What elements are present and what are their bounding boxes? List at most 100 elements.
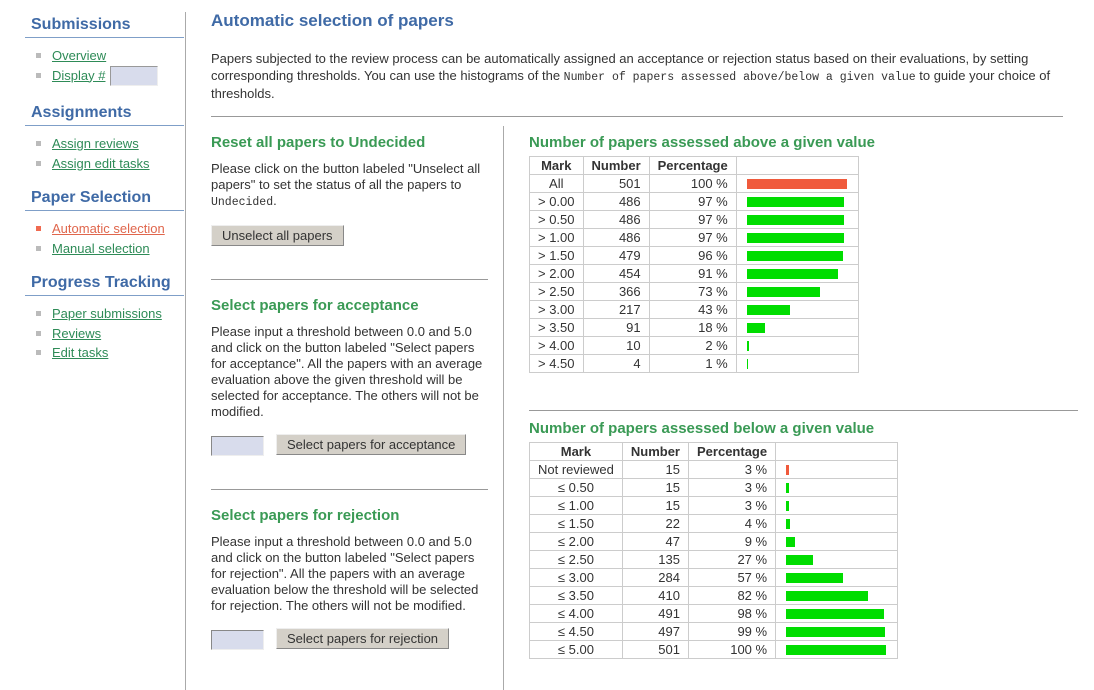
bar xyxy=(746,286,820,297)
button[interactable]: Select papers for acceptance xyxy=(276,434,467,455)
number-input[interactable] xyxy=(110,66,159,87)
percentage-cell: 91 % xyxy=(648,264,737,283)
nav-section: Submissions Overview Display # xyxy=(25,15,184,87)
nav-list: Overview Display # xyxy=(25,46,184,87)
bar-cell xyxy=(735,318,859,337)
nav-link[interactable]: Reviews xyxy=(52,325,102,341)
mark-cell: ≤ 3.50 xyxy=(529,586,623,605)
button[interactable]: Select papers for rejection xyxy=(276,628,450,649)
mark-cell: > 1.00 xyxy=(529,228,584,247)
data-row: > 2.00 454 91 % xyxy=(529,264,859,283)
nav-link[interactable]: Assign edit tasks xyxy=(52,155,150,171)
mark-cell: > 1.50 xyxy=(529,246,584,265)
bar-cell xyxy=(775,586,899,605)
bar xyxy=(786,500,790,511)
mark-cell: > 4.50 xyxy=(529,354,584,373)
data-row: > 0.00 486 97 % xyxy=(529,192,859,211)
mark-cell: ≤ 5.00 xyxy=(529,640,623,659)
nav-item: Reviews xyxy=(25,324,184,344)
nav-item: Assign reviews xyxy=(25,134,184,154)
number-cell: 479 xyxy=(582,246,650,265)
mark-cell: > 0.50 xyxy=(529,210,584,229)
data-row: > 1.50 479 96 % xyxy=(529,246,859,265)
number-cell: 22 xyxy=(621,514,690,533)
bar xyxy=(746,304,790,315)
number-cell: 47 xyxy=(621,532,690,551)
data-row: ≤ 4.00 491 98 % xyxy=(529,604,899,623)
threshold-input[interactable] xyxy=(211,629,264,650)
bar-cell xyxy=(775,568,899,587)
bar-cell xyxy=(775,478,899,497)
bar-cell xyxy=(775,532,899,551)
button[interactable]: Unselect all papers xyxy=(211,225,344,246)
nav-link[interactable]: Automatic selection xyxy=(52,221,165,236)
column-header: Mark xyxy=(529,156,584,175)
nav-list: Paper submissions Reviews Edit tasks xyxy=(25,304,184,363)
number-cell: 486 xyxy=(582,192,650,211)
mark-cell: > 3.50 xyxy=(529,318,584,337)
separator xyxy=(211,279,488,280)
bar-cell xyxy=(735,300,859,319)
number-cell: 217 xyxy=(582,300,650,319)
percentage-cell: 57 % xyxy=(687,568,777,587)
bar-cell xyxy=(775,622,899,641)
bar xyxy=(786,554,814,565)
separator xyxy=(211,489,488,490)
data-row: > 2.50 366 73 % xyxy=(529,282,859,301)
histogram-title: Number of papers assessed below a given … xyxy=(529,420,875,437)
percentage-cell: 97 % xyxy=(648,228,737,247)
nav-link[interactable]: Manual selection xyxy=(52,240,150,256)
number-cell: 15 xyxy=(621,496,690,515)
percentage-cell: 18 % xyxy=(648,318,737,337)
action-section: Reset all papers to Undecided Please clic… xyxy=(211,134,491,246)
bar-cell xyxy=(735,282,859,301)
data-row: > 1.00 486 97 % xyxy=(529,228,859,247)
bar-cell xyxy=(775,514,899,533)
bar xyxy=(786,536,796,547)
bar xyxy=(746,178,847,189)
percentage-cell: 98 % xyxy=(687,604,777,623)
percentage-cell: 73 % xyxy=(648,282,737,301)
mark-cell: ≤ 2.00 xyxy=(529,532,623,551)
button-row: Select papers for acceptance xyxy=(211,434,491,456)
text: to guide your choice of thresholds. xyxy=(211,67,1051,102)
intro-text: Papers subjected to the review process c… xyxy=(211,51,1051,103)
code-text: Number of papers assessed above/below a … xyxy=(563,70,916,84)
data-row: Not reviewed 15 3 % xyxy=(529,460,899,479)
nav-heading: Paper Selection xyxy=(25,188,184,211)
nav-link[interactable]: Paper submissions xyxy=(52,306,162,321)
nav-item: Overview xyxy=(25,46,184,66)
action-section: Select papers for acceptance Please input… xyxy=(211,297,491,456)
bar xyxy=(786,590,869,601)
threshold-input[interactable] xyxy=(211,435,264,456)
bar-cell xyxy=(735,174,859,193)
data-row: > 3.50 91 18 % xyxy=(529,318,859,337)
number-cell: 454 xyxy=(582,264,650,283)
percentage-cell: 2 % xyxy=(648,336,737,355)
percentage-cell: 100 % xyxy=(687,640,777,659)
percentage-cell: 1 % xyxy=(648,354,737,373)
code-text: Undecided xyxy=(211,196,274,209)
separator xyxy=(211,116,1063,117)
nav-item: Edit tasks xyxy=(25,343,184,363)
nav-link[interactable]: Edit tasks xyxy=(52,345,109,360)
nav-section: Progress Tracking Paper submissions Review… xyxy=(25,273,184,363)
number-cell: 486 xyxy=(582,228,650,247)
number-cell: 501 xyxy=(621,640,690,659)
text: Please click on the button labeled "Unse… xyxy=(211,161,481,192)
sidebar-divider xyxy=(185,12,186,690)
percentage-cell: 100 % xyxy=(648,174,737,193)
percentage-cell: 96 % xyxy=(648,246,737,265)
nav-link[interactable]: Assign reviews xyxy=(52,136,139,151)
column-header: Number xyxy=(621,442,690,461)
bar-cell xyxy=(775,496,899,515)
bar-cell xyxy=(735,354,859,373)
bar-cell xyxy=(735,336,859,355)
nav-link[interactable]: Display # xyxy=(52,67,106,83)
number-cell: 10 xyxy=(582,336,650,355)
bar xyxy=(746,214,844,225)
section-text: Please click on the button labeled "Unse… xyxy=(211,161,491,211)
mark-cell: > 4.00 xyxy=(529,336,584,355)
nav-link[interactable]: Overview xyxy=(52,48,107,63)
